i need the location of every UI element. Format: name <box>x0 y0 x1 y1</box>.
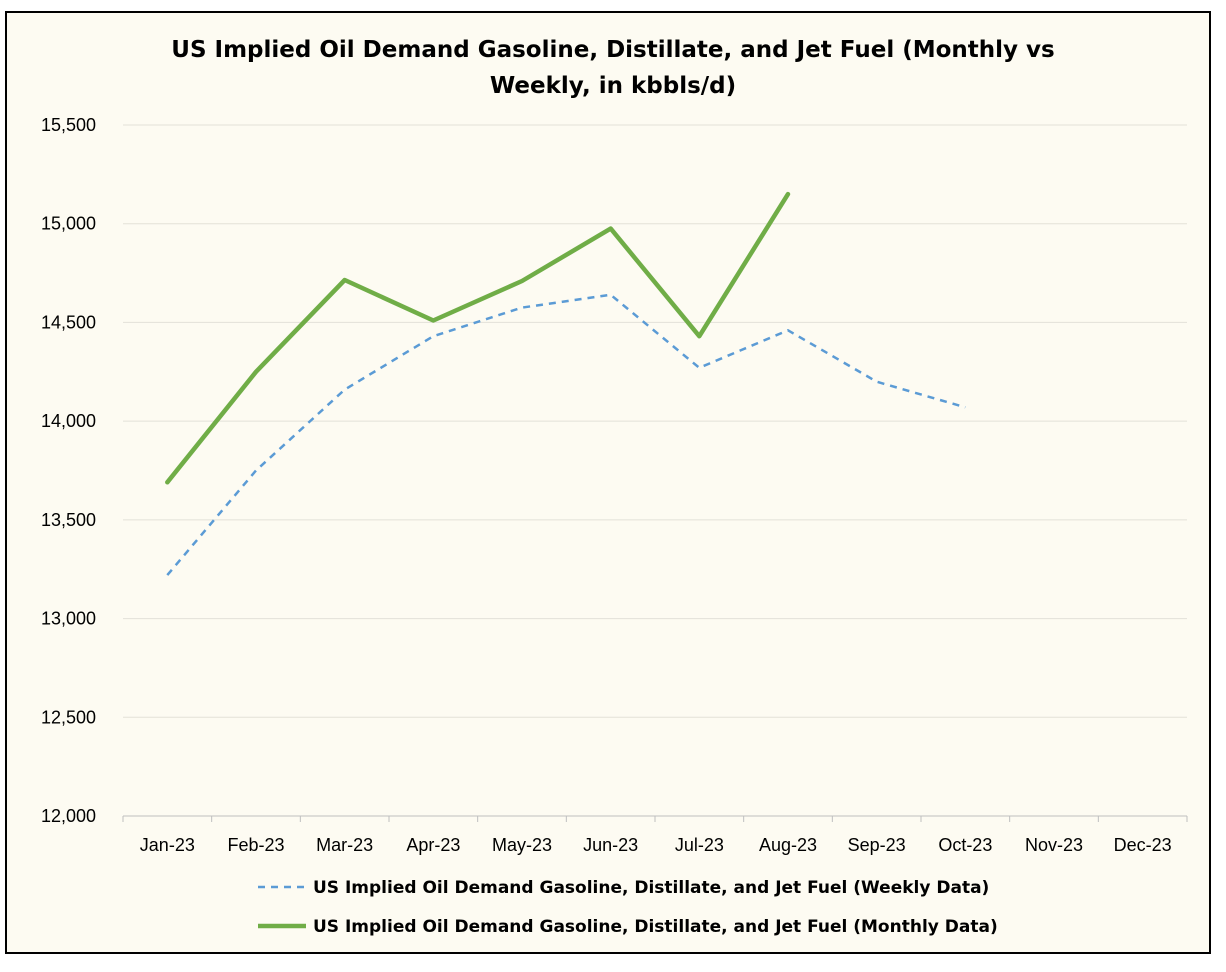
y-tick-label: 15,000 <box>41 214 96 234</box>
x-tick-label: Apr-23 <box>406 835 460 855</box>
x-tick-label: Dec-23 <box>1114 835 1172 855</box>
x-tick-label: Mar-23 <box>316 835 373 855</box>
x-tick-label: Nov-23 <box>1025 835 1083 855</box>
legend-label: US Implied Oil Demand Gasoline, Distilla… <box>313 878 989 898</box>
monthly-data-line <box>165 191 791 485</box>
x-tick-label: Feb-23 <box>227 835 284 855</box>
y-tick-label: 12,000 <box>41 806 96 826</box>
x-tick-label: Oct-23 <box>938 835 992 855</box>
x-tick-label: Sep-23 <box>848 835 906 855</box>
x-tick-label: Jun-23 <box>583 835 638 855</box>
x-tick-label: Aug-23 <box>759 835 817 855</box>
x-tick-label: Jul-23 <box>675 835 724 855</box>
x-tick-label: Jan-23 <box>140 835 195 855</box>
y-tick-label: 14,000 <box>41 411 96 431</box>
y-tick-label: 15,500 <box>41 115 96 135</box>
chart-title-line-1: US Implied Oil Demand Gasoline, Distilla… <box>171 37 1055 63</box>
y-tick-label: 13,000 <box>41 609 96 629</box>
y-tick-label: 12,500 <box>41 707 96 727</box>
weekly-data-line <box>166 293 966 576</box>
chart-frame <box>5 11 1211 954</box>
y-tick-label: 14,500 <box>41 312 96 332</box>
legend-label: US Implied Oil Demand Gasoline, Distilla… <box>313 917 998 937</box>
y-tick-label: 13,500 <box>41 510 96 530</box>
x-tick-label: May-23 <box>492 835 552 855</box>
chart-title-line-2: Weekly, in kbbls/d) <box>489 73 737 99</box>
chart-title: US Implied Oil Demand Gasoline, Distilla… <box>0 32 1226 104</box>
